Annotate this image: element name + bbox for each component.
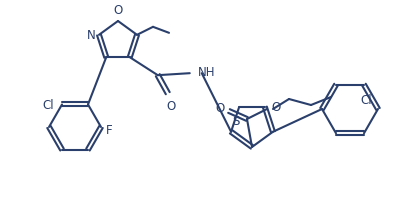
- Text: O: O: [114, 4, 123, 17]
- Text: Cl: Cl: [360, 93, 372, 106]
- Text: S: S: [233, 115, 240, 128]
- Text: O: O: [271, 101, 280, 114]
- Text: N: N: [87, 29, 96, 42]
- Text: O: O: [216, 102, 225, 115]
- Text: Cl: Cl: [43, 99, 54, 111]
- Text: O: O: [166, 100, 176, 113]
- Text: F: F: [106, 124, 113, 137]
- Text: NH: NH: [198, 65, 215, 78]
